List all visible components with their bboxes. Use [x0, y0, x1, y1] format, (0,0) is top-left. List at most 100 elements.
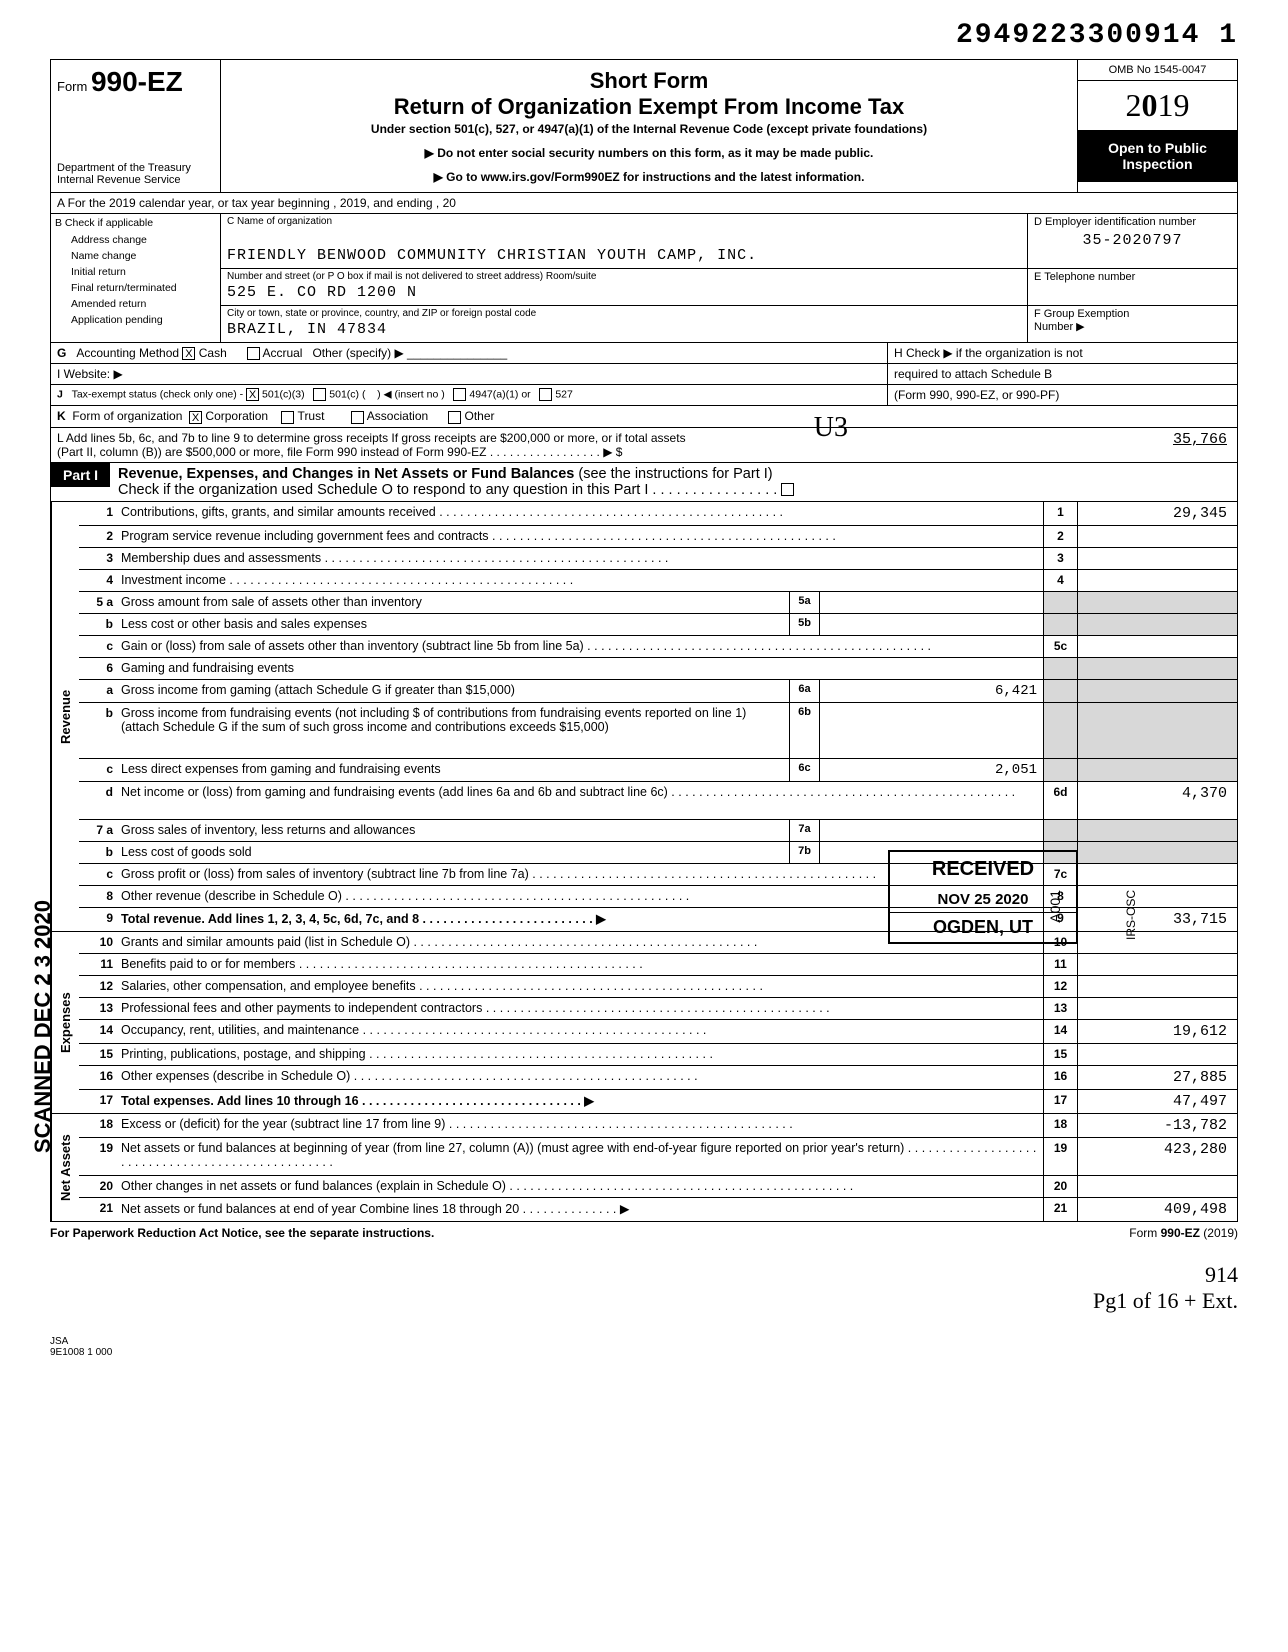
form-number: Form 990-EZ	[57, 66, 214, 98]
ln21-num: 21	[79, 1198, 117, 1221]
netassets-table: Net Assets 18Excess or (deficit) for the…	[50, 1114, 1238, 1222]
ln6-val	[1077, 658, 1237, 679]
phone-label: E Telephone number	[1034, 271, 1231, 283]
omb-number: OMB No 1545-0047	[1078, 60, 1237, 81]
ln3-box: 3	[1043, 548, 1077, 569]
ln19-desc: Net assets or fund balances at beginning…	[117, 1138, 1043, 1175]
ln5a-mval	[820, 592, 1043, 613]
ln6c-num: c	[79, 759, 117, 781]
chk-address-change: Address change	[51, 232, 220, 248]
cash-checkbox: X	[182, 347, 195, 360]
ln5b-mbox: 5b	[790, 614, 820, 635]
ln2-val	[1077, 526, 1237, 547]
ln21-box: 21	[1043, 1198, 1077, 1221]
ln14-desc: Occupancy, rent, utilities, and maintena…	[117, 1020, 1043, 1043]
ln6c-box	[1043, 759, 1077, 781]
city-label: City or town, state or province, country…	[227, 308, 1021, 319]
ln6b-box	[1043, 703, 1077, 758]
a001-label: A001	[1047, 890, 1063, 923]
ln15-box: 15	[1043, 1044, 1077, 1065]
ln7a-val	[1077, 820, 1237, 841]
other-checkbox	[448, 411, 461, 424]
ein-label: D Employer identification number	[1034, 216, 1231, 228]
part-1-header: Part I Revenue, Expenses, and Changes in…	[50, 463, 1238, 502]
address-label: Number and street (or P O box if mail is…	[227, 271, 1021, 282]
row-g: G Accounting Method X Cash Accrual Other…	[50, 343, 1238, 364]
ein-cell: D Employer identification number 35-2020…	[1027, 214, 1237, 268]
ln5a-val	[1077, 592, 1237, 613]
ln15-num: 15	[79, 1044, 117, 1065]
ln6a-mval: 6,421	[820, 680, 1043, 702]
ln5c-box: 5c	[1043, 636, 1077, 657]
ln5c-val	[1077, 636, 1237, 657]
ln9-val: 33,715	[1077, 908, 1237, 931]
gross-receipts-text: L Add lines 5b, 6c, and 7b to line 9 to …	[51, 428, 1067, 462]
title-short-form: Short Form	[231, 68, 1067, 94]
address-value: 525 E. CO RD 1200 N	[227, 282, 1021, 303]
ln2-box: 2	[1043, 526, 1077, 547]
part-1-tag: Part I	[51, 463, 110, 487]
ln7b-desc: Less cost of goods sold	[117, 842, 789, 863]
ln5a-box	[1043, 592, 1077, 613]
ln16-desc: Other expenses (describe in Schedule O)	[117, 1066, 1043, 1089]
subtitle: Under section 501(c), 527, or 4947(a)(1)…	[231, 122, 1067, 136]
ln13-val	[1077, 998, 1237, 1019]
ln15-desc: Printing, publications, postage, and shi…	[117, 1044, 1043, 1065]
handwritten-note: 914 Pg1 of 16 + Ext.	[50, 1262, 1238, 1314]
ln17-num: 17	[79, 1090, 117, 1113]
row-i: I Website: ▶ required to attach Schedule…	[50, 364, 1238, 385]
ln9-num: 9	[79, 908, 117, 931]
instruction-1: ▶ Do not enter social security numbers o…	[231, 146, 1067, 160]
group-exemption-cell: F Group Exemption Number ▶	[1027, 306, 1237, 342]
columns-c-to-f: C Name of organization FRIENDLY BENWOOD …	[221, 214, 1237, 342]
ln18-val: -13,782	[1077, 1114, 1237, 1137]
accrual-checkbox	[247, 347, 260, 360]
ln18-desc: Excess or (deficit) for the year (subtra…	[117, 1114, 1043, 1137]
footer: For Paperwork Reduction Act Notice, see …	[50, 1222, 1238, 1244]
trust-checkbox	[281, 411, 294, 424]
ln6b-mbox: 6b	[790, 703, 820, 758]
ln2-num: 2	[79, 526, 117, 547]
ln7a-box	[1043, 820, 1077, 841]
ln5b-desc: Less cost or other basis and sales expen…	[117, 614, 789, 635]
filing-number: 2949223300914 1	[50, 20, 1238, 51]
ln7c-val	[1077, 864, 1237, 885]
ln11-desc: Benefits paid to or for members	[117, 954, 1043, 975]
header-left: Form 990-EZ Department of the Treasury I…	[51, 60, 221, 192]
gross-receipts-amount: 35,766	[1067, 428, 1237, 462]
ln15-val	[1077, 1044, 1237, 1065]
ln13-desc: Professional fees and other payments to …	[117, 998, 1043, 1019]
jsa-code: JSA 9E1008 1 000	[50, 1336, 1238, 1358]
group-exemption-label: F Group Exemption	[1034, 308, 1231, 320]
chk-app-pending: Application pending	[51, 312, 220, 328]
schedule-o-checkbox	[781, 483, 794, 496]
org-name-cell: C Name of organization FRIENDLY BENWOOD …	[221, 214, 1027, 268]
ln6a-mbox: 6a	[790, 680, 820, 702]
ln12-desc: Salaries, other compensation, and employ…	[117, 976, 1043, 997]
ln6d-desc: Net income or (loss) from gaming and fun…	[117, 782, 1043, 819]
ln14-box: 14	[1043, 1020, 1077, 1043]
ln7a-mbox: 7a	[790, 820, 820, 841]
ln6a-desc: Gross income from gaming (attach Schedul…	[117, 680, 789, 702]
ln14-val: 19,612	[1077, 1020, 1237, 1043]
h-check: H Check ▶ if the organization is not	[887, 343, 1237, 363]
ln17-desc: Total expenses. Add lines 10 through 16 …	[117, 1090, 1043, 1113]
ln6d-box: 6d	[1043, 782, 1077, 819]
form-990-note: (Form 990, 990-EZ, or 990-PF)	[887, 385, 1237, 405]
ln10-num: 10	[79, 932, 117, 953]
ln20-desc: Other changes in net assets or fund bala…	[117, 1176, 1043, 1197]
header-right: OMB No 1545-0047 2019 Open to Public Ins…	[1077, 60, 1237, 192]
org-name-value: FRIENDLY BENWOOD COMMUNITY CHRISTIAN YOU…	[227, 227, 1021, 266]
netassets-lines: 18Excess or (deficit) for the year (subt…	[79, 1114, 1237, 1221]
ln5c-num: c	[79, 636, 117, 657]
scanned-stamp: SCANNED DEC 2 3 2020	[30, 900, 56, 1153]
jsa-label: JSA	[50, 1336, 1238, 1347]
ln7b-val	[1077, 842, 1237, 863]
block-b-through-f: B Check if applicable Address change Nam…	[50, 214, 1238, 343]
ln3-val	[1077, 548, 1237, 569]
ln13-num: 13	[79, 998, 117, 1019]
tax-exempt-status: J Tax-exempt status (check only one) - X…	[51, 385, 887, 405]
ln19-val: 423,280	[1077, 1138, 1237, 1175]
inspection: Inspection	[1082, 156, 1233, 172]
schedule-b-note: required to attach Schedule B	[887, 364, 1237, 384]
